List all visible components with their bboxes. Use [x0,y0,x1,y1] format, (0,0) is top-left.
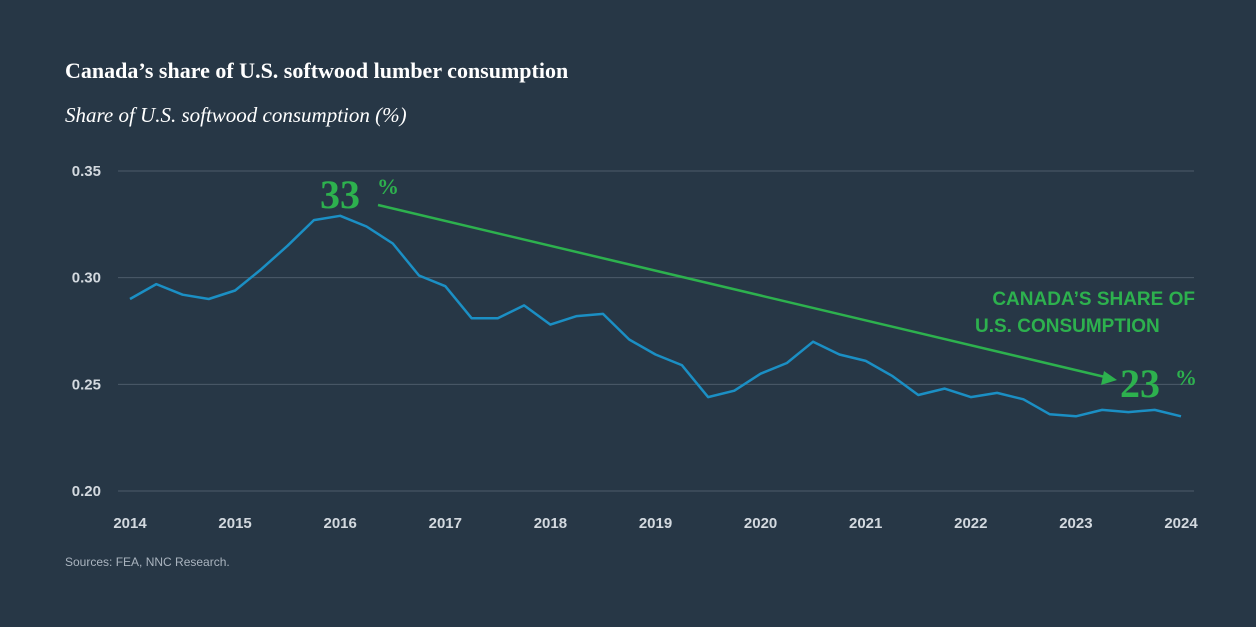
x-tick-label: 2020 [744,515,777,532]
chart-title: Canada’s share of U.S. softwood lumber c… [65,58,569,83]
trend-arrow-line [377,203,1106,379]
y-tick-label: 0.30 [72,270,101,287]
trend-arrow-head [1101,371,1117,385]
x-tick-label: 2017 [429,515,462,532]
series-line [129,214,1182,418]
y-axis-ticks: 0.35 0.30 0.25 0.20 [72,163,101,500]
grid-lines [118,170,1194,492]
end-value-label: 23 [1120,361,1160,406]
start-percent-sign: % [377,174,399,199]
x-tick-label: 2018 [534,515,567,532]
x-tick-label: 2015 [218,515,251,532]
start-value-label: 33 [320,172,360,217]
annotation-line-1: CANADA’S SHARE OF [992,289,1195,310]
x-tick-label: 2022 [954,515,987,532]
x-tick-label: 2014 [113,515,147,532]
x-tick-label: 2016 [324,515,357,532]
x-tick-label: 2019 [639,515,672,532]
x-tick-label: 2023 [1059,515,1092,532]
annotation-line-2: U.S. CONSUMPTION [975,316,1160,337]
end-percent-sign: % [1175,365,1197,390]
x-axis-ticks: 2014 2015 2016 2017 2018 2019 2020 2021 2022 2023… [113,515,1198,532]
series-layer [129,214,1182,418]
source-note: Sources: FEA, NNC Research. [65,555,230,569]
y-tick-label: 0.35 [72,163,101,180]
annotations: 33 % 23 % CANADA’S SHARE OF U.S. CONSUMP… [320,172,1197,406]
chart-subtitle: Share of U.S. softwood consumption (%) [65,103,407,127]
y-tick-label: 0.25 [72,376,101,393]
x-tick-label: 2024 [1164,515,1198,532]
x-tick-label: 2021 [849,515,882,532]
y-tick-label: 0.20 [72,483,101,500]
